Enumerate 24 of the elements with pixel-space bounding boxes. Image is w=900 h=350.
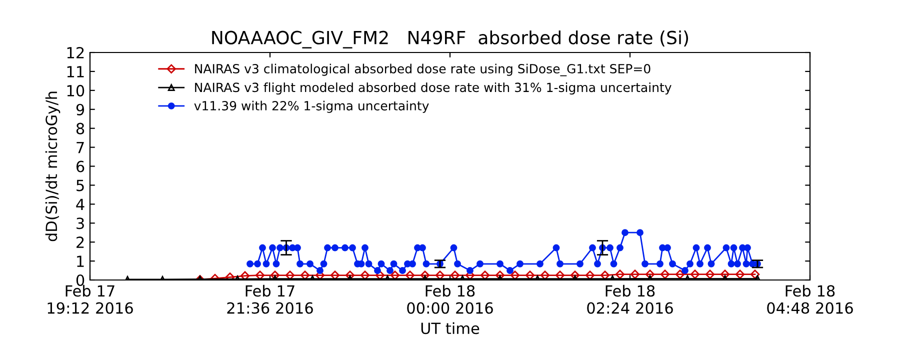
x-tick-label: Feb 18 04:48 2016 — [767, 284, 853, 314]
x-axis-title: UT time — [421, 322, 480, 334]
y-tick-label: 8 — [76, 122, 84, 134]
y-tick-label: 0 — [76, 274, 84, 286]
y-tick-label: 10 — [67, 84, 84, 96]
y-tick-label: 12 — [67, 46, 84, 58]
x-tick-label: Feb 18 00:00 2016 — [407, 284, 493, 314]
chart-title: NOAAAOC_GIV_FM2 N49RF absorbed dose rate (Si) — [212, 30, 688, 48]
y-tick-label: 1 — [77, 256, 84, 267]
legend-label: v11.39 with 22% 1-sigma uncertainty — [194, 100, 429, 113]
y-tick-label: 5 — [76, 180, 84, 192]
x-tick-label: Feb 18 02:24 2016 — [587, 284, 673, 314]
y-tick-label: 6 — [76, 160, 84, 172]
y-tick-label: 3 — [76, 218, 84, 230]
legend-label: NAIRAS v3 climatological absorbed dose rate using SiDose_G1.txt SEP=0 — [195, 64, 650, 76]
y-tick-label: 2 — [76, 236, 84, 248]
y-tick-label: 9 — [76, 104, 84, 116]
x-tick-label: Feb 17 21:36 2016 — [227, 284, 313, 314]
legend-label: NAIRAS v3 flight modeled absorbed dose rate with 31% 1-sigma uncertainty — [195, 82, 672, 95]
y-tick-label: 4 — [76, 198, 84, 210]
y-axis-title: dD(Si)/dt microGy/h — [45, 92, 60, 242]
x-tick-label: Feb 17 19:12 2016 — [48, 284, 133, 314]
y-tick-label: 7 — [76, 142, 84, 154]
y-tick-label: 11 — [67, 66, 84, 78]
